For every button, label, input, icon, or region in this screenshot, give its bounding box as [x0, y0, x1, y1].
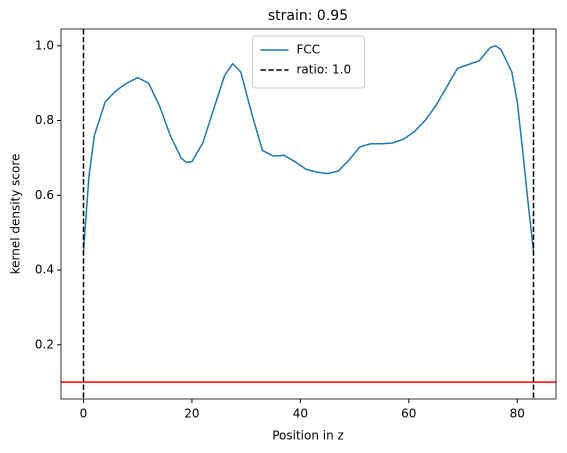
line-series — [82, 44, 535, 252]
y-axis-label: kernel density score — [9, 154, 23, 275]
y-tick-label: 1.0 — [35, 38, 54, 52]
x-tick-label: 20 — [184, 407, 199, 421]
x-tick-label: 60 — [401, 407, 416, 421]
chart-title: strain: 0.95 — [268, 8, 348, 24]
y-tick-label: 0.4 — [35, 263, 54, 277]
axes-frame — [60, 28, 557, 400]
legend: FCC ratio: 1.0 — [252, 35, 365, 89]
legend-box — [252, 35, 365, 89]
y-tick-label: 0.8 — [35, 113, 54, 127]
x-tick-label: 80 — [510, 407, 525, 421]
y-tick-label: 0.2 — [35, 337, 54, 351]
x-tick-label: 0 — [80, 407, 88, 421]
legend-label: FCC — [297, 43, 321, 57]
y-tick-label: 0.6 — [35, 188, 54, 202]
x-tick-label: 40 — [293, 407, 308, 421]
legend-label: ratio: 1.0 — [297, 63, 352, 77]
x-axis-label: Position in z — [272, 429, 344, 443]
